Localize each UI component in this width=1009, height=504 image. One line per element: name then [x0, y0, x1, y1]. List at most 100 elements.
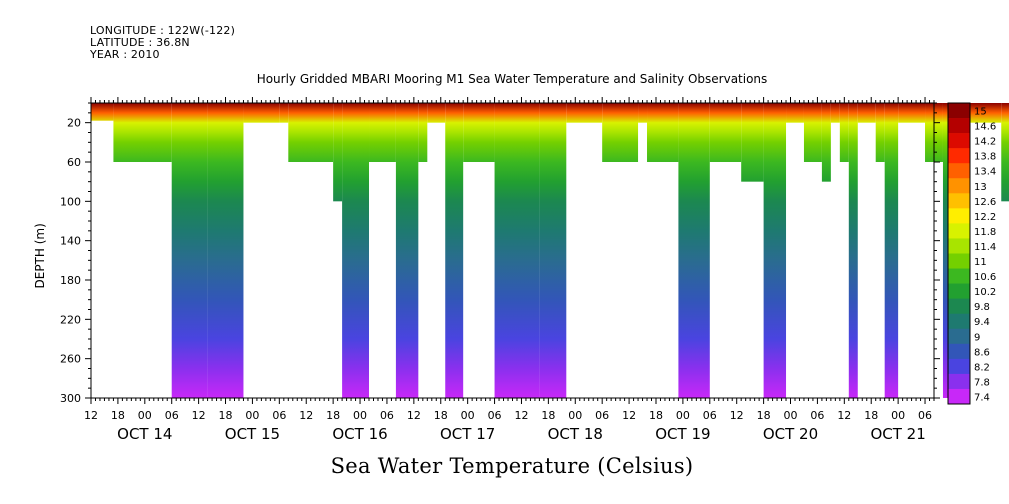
- data-column: [638, 103, 648, 123]
- data-column: [463, 103, 495, 162]
- colorbar-swatch: [948, 298, 970, 314]
- colorbar-label: 9.8: [974, 302, 990, 313]
- colorbar-swatch: [948, 283, 970, 299]
- y-tick-label: 140: [60, 235, 81, 248]
- data-column: [539, 103, 567, 398]
- x-day-label: OCT 14: [117, 425, 172, 443]
- x-tick-label: 00: [568, 409, 582, 422]
- data-column: [1001, 103, 1009, 202]
- data-column: [741, 103, 764, 182]
- longitude-text: LONGITUDE : 122W(-122): [90, 24, 236, 37]
- colorbar-swatch: [948, 268, 970, 284]
- x-tick-label: 06: [272, 409, 286, 422]
- data-column: [333, 103, 343, 202]
- data-column: [91, 103, 114, 121]
- colorbar-swatch: [948, 103, 970, 119]
- x-tick-label: 06: [165, 409, 179, 422]
- colorbar-frame: [947, 102, 971, 405]
- x-tick-label: 12: [514, 409, 528, 422]
- data-column: [445, 103, 464, 398]
- colorbar-swatch: [948, 118, 970, 134]
- data-column: [113, 103, 172, 162]
- data-column: [279, 103, 289, 123]
- colorbar-label: 8.2: [974, 362, 990, 373]
- x-tick-label: 18: [864, 409, 878, 422]
- colorbar-swatch: [948, 223, 970, 239]
- data-column: [395, 103, 419, 398]
- x-tick-label: 06: [488, 409, 502, 422]
- data-column: [821, 103, 831, 182]
- y-tick-label: 220: [60, 313, 81, 326]
- colorbar-label: 10.6: [974, 272, 996, 283]
- y-tick-label: 60: [67, 156, 81, 169]
- y-tick-label: 260: [60, 353, 81, 366]
- data-column: [875, 103, 885, 162]
- colorbar-label: 7.8: [974, 377, 990, 388]
- colorbar-label: 12.2: [974, 212, 996, 223]
- colorbar-label: 14.2: [974, 137, 996, 148]
- x-tick-label: 18: [219, 409, 233, 422]
- y-tick-label: 100: [60, 195, 81, 208]
- x-tick-label: 18: [757, 409, 771, 422]
- x-tick-label: 18: [111, 409, 125, 422]
- x-tick-label: 00: [891, 409, 905, 422]
- x-tick-label: 12: [407, 409, 421, 422]
- x-tick-label: 00: [138, 409, 152, 422]
- latitude-text: LATITUDE : 36.8N: [90, 36, 190, 49]
- colorbar-swatch: [948, 388, 970, 405]
- colorbar-label: 14.6: [974, 122, 996, 133]
- x-tick-label: 12: [192, 409, 206, 422]
- x-tick-label: 12: [730, 409, 744, 422]
- data-column: [848, 103, 858, 398]
- data-column: [857, 103, 876, 123]
- colorbar-label: 13.8: [974, 152, 996, 163]
- colorbar-label: 13.4: [974, 167, 996, 178]
- data-column: [418, 103, 428, 162]
- data-column: [207, 103, 244, 398]
- x-tick-label: 18: [326, 409, 340, 422]
- x-tick-label: 06: [918, 409, 932, 422]
- colorbar: 15 14.6 14.2 13.8 13.4 13 12.6 12.2 11.8 11.4 11 10…: [947, 102, 996, 405]
- x-tick-label: 00: [676, 409, 690, 422]
- data-column: [763, 103, 787, 398]
- data-column: [342, 103, 370, 398]
- colorbar-swatch: [948, 148, 970, 164]
- data-column: [709, 103, 742, 162]
- x-day-label: OCT 21: [870, 425, 925, 443]
- data-column: [786, 103, 804, 123]
- colorbar-label: 7.4: [974, 392, 990, 403]
- x-day-label: OCT 16: [332, 425, 387, 443]
- data-column: [678, 103, 710, 398]
- colorbar-swatch: [948, 343, 970, 360]
- colorbar-swatch: [948, 358, 970, 375]
- y-tick-label: 20: [67, 117, 81, 130]
- x-tick-label: 06: [380, 409, 394, 422]
- colorbar-swatch: [948, 193, 970, 209]
- colorbar-label: 13: [974, 182, 987, 193]
- y-axis: 20 60 100 140 180 220 260 300: [60, 102, 940, 405]
- data-column: [898, 103, 926, 123]
- data-column: [566, 103, 603, 123]
- colorbar-title: Sea Water Temperature (Celsius): [330, 454, 694, 478]
- data-column: [602, 103, 639, 162]
- colorbar-label: 11: [974, 257, 987, 268]
- x-day-label: OCT 19: [655, 425, 710, 443]
- y-tick-label: 180: [60, 274, 81, 287]
- x-tick-label: 12: [622, 409, 636, 422]
- colorbar-swatch: [948, 328, 970, 345]
- colorbar-label: 12.6: [974, 197, 996, 208]
- colorbar-swatch: [948, 313, 970, 330]
- data-column: [427, 103, 446, 123]
- colorbar-label: 11.4: [974, 242, 996, 253]
- plot-area: [91, 103, 1009, 398]
- data-column: [243, 103, 280, 123]
- year-text: YEAR : 2010: [90, 48, 160, 61]
- x-tick-label: 18: [649, 409, 663, 422]
- x-tick-label: 06: [703, 409, 717, 422]
- chart-title: Hourly Gridded MBARI Mooring M1 Sea Wate…: [256, 72, 768, 86]
- x-day-label: OCT 18: [548, 425, 603, 443]
- data-column: [494, 103, 540, 398]
- data-column: [288, 103, 334, 162]
- x-tick-label: 12: [837, 409, 851, 422]
